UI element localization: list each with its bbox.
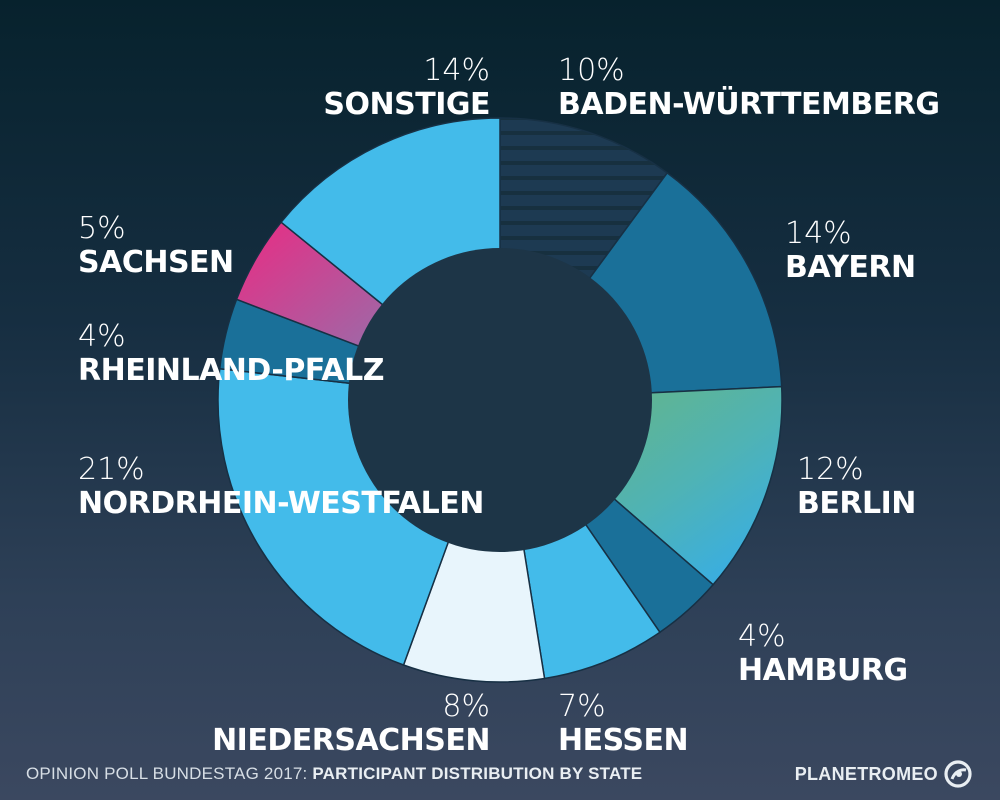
slice-percent: 21% [78,452,145,487]
slice-label-sonstige: 14% SONSTIGE [323,56,490,120]
slice-sonstige [280,117,501,307]
brand: PLANETROMEO [795,760,972,788]
slice-bayern [587,171,783,394]
slice-percent: 14% [423,53,490,88]
slice-percent: 5% [78,211,126,246]
slice-label-berlin: 12% BERLIN [797,455,916,519]
slice-label-niedersachsen: 8% NIEDERSACHSEN [212,692,490,756]
slice-label-hessen: 7% HESSEN [558,689,689,758]
brand-name: PLANETROMEO [794,763,938,784]
slice-niedersachsen [402,539,546,683]
slice-name: BERLIN [797,486,916,521]
slice-name: NORDRHEIN-WESTFALEN [78,486,484,521]
slice-label-rheinland-pfalz: 4% RHEINLAND-PFALZ [78,322,384,386]
chart-caption: OPINION POLL BUNDESTAG 2017: PARTICIPANT… [26,764,642,784]
slice-name: NIEDERSACHSEN [212,723,490,758]
slices-group [217,117,783,683]
slice-baden-wuerttemberg [499,117,669,281]
slice-name: SACHSEN [78,245,234,280]
slice-percent: 14% [785,216,852,251]
slice-percent: 10% [558,53,625,88]
slice-name: HESSEN [558,723,689,758]
slice-name: SONSTIGE [323,87,490,122]
slice-label-nordrhein-westfalen: 21% NORDRHEIN-WESTFALEN [78,455,484,519]
slice-name: HAMBURG [738,653,908,688]
slice-name: BAYERN [785,250,916,285]
slice-label-sachsen: 5% SACHSEN [78,214,234,278]
slice-percent: 7% [558,689,606,724]
chart-subtitle: PARTICIPANT DISTRIBUTION BY STATE [312,764,643,783]
slice-name: RHEINLAND-PFALZ [78,353,384,388]
slice-percent: 8% [442,689,490,724]
slice-hamburg [584,497,715,634]
slice-hessen [522,522,661,680]
slice-percent: 4% [738,619,786,654]
slice-label-baden-wuerttemberg: 10% BADEN-WÜRTTEMBERG [558,53,940,122]
slice-label-bayern: 14% BAYERN [785,219,916,283]
slice-name: BADEN-WÜRTTEMBERG [558,87,940,122]
slice-berlin [612,385,783,586]
chart-title: OPINION POLL BUNDESTAG 2017: [26,764,308,783]
slice-percent: 12% [797,452,864,487]
slice-percent: 4% [78,319,126,354]
planetromeo-logo-icon [944,760,972,788]
slice-label-hamburg: 4% HAMBURG [738,622,908,686]
